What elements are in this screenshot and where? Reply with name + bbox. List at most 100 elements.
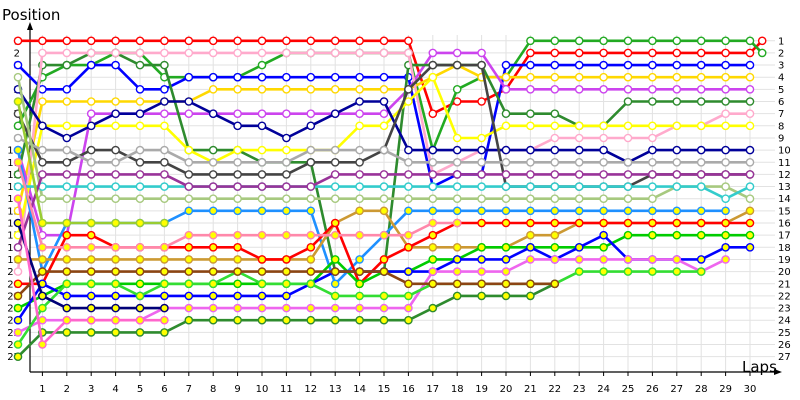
data-point [330,182,340,191]
y-tick-label-right: 17 [778,231,791,242]
data-point [62,194,72,203]
y-tick-label-right: 2 [778,48,784,59]
data-point [696,48,706,58]
data-point [233,145,242,155]
data-point [452,267,462,276]
data-point [526,291,535,301]
x-tick-label: 7 [186,384,192,395]
data-point [62,303,72,313]
data-point [111,303,120,313]
x-tick-label: 4 [112,384,118,395]
data-point [526,60,535,70]
data-point [501,291,511,301]
data-point [696,230,706,240]
data-point [648,36,657,46]
data-point [135,85,145,94]
x-tick-label: 14 [353,384,366,395]
data-point [721,60,730,70]
data-point [62,218,72,228]
y-tick-label-right: 21 [778,279,791,290]
data-point [379,72,389,82]
data-point [745,230,755,240]
data-point [696,85,706,94]
y-tick-label-left: 21 [7,279,20,290]
data-point [526,170,535,179]
data-point [330,267,340,276]
data-point [452,182,462,191]
y-tick-label-right: 5 [778,85,784,96]
data-point [160,291,169,301]
data-point [306,72,316,82]
data-point [330,279,340,289]
data-point [526,121,535,131]
data-point [428,72,438,82]
data-point [135,255,145,264]
data-point [672,72,682,82]
data-point [452,291,462,301]
data-point [257,36,267,46]
x-tick-label: 5 [137,384,143,395]
data-point [404,267,413,276]
data-point [62,291,72,301]
data-point [648,85,657,94]
y-tick-label-right: 11 [778,158,791,169]
data-point [208,170,218,179]
data-point [86,328,96,337]
data-point [672,255,682,264]
y-tick-label-left: 15 [7,206,20,217]
data-point [696,72,706,82]
data-point [550,60,560,70]
data-point [721,36,730,46]
x-tick-label: 11 [280,384,293,395]
data-point [111,48,120,58]
x-tick-label: 23 [573,384,586,395]
data-point [721,218,730,228]
data-point [330,170,340,179]
data-point [135,291,145,301]
y-tick-label-left: 12 [7,170,20,181]
data-point [574,255,584,264]
series-15 [13,145,730,289]
data-point [86,145,96,155]
data-point [599,145,608,155]
data-point [13,97,23,106]
data-point [355,72,364,82]
data-point [672,48,682,58]
data-point [86,303,96,313]
data-point [452,255,462,264]
data-point [62,279,72,289]
data-point [62,170,72,179]
series-26 [13,194,169,349]
data-point [526,48,535,58]
data-point [379,97,389,106]
data-point [721,230,730,240]
data-point [62,157,72,167]
data-point [233,242,242,252]
data-point [257,60,267,70]
data-point [160,315,169,325]
data-point [550,133,560,143]
data-point [13,279,23,289]
data-point [501,194,511,203]
data-point [696,206,706,216]
y-tick-label-left: 11 [7,158,20,169]
data-point [574,36,584,46]
y-tick-label-right: 23 [778,304,791,315]
data-point [160,97,169,106]
data-point [62,230,72,240]
data-point [135,279,145,289]
data-point [452,157,462,167]
data-point [282,279,291,289]
y-tick-label-left: 24 [7,316,20,327]
data-point [477,133,486,143]
data-point [257,48,267,58]
data-point [599,267,608,276]
data-point [648,194,657,203]
y-tick-label-right: 18 [778,243,791,254]
data-point [379,255,389,264]
data-point [623,170,633,179]
x-tick-label: 25 [622,384,635,395]
data-point [672,157,682,167]
data-point [13,182,23,191]
data-point [721,157,730,167]
